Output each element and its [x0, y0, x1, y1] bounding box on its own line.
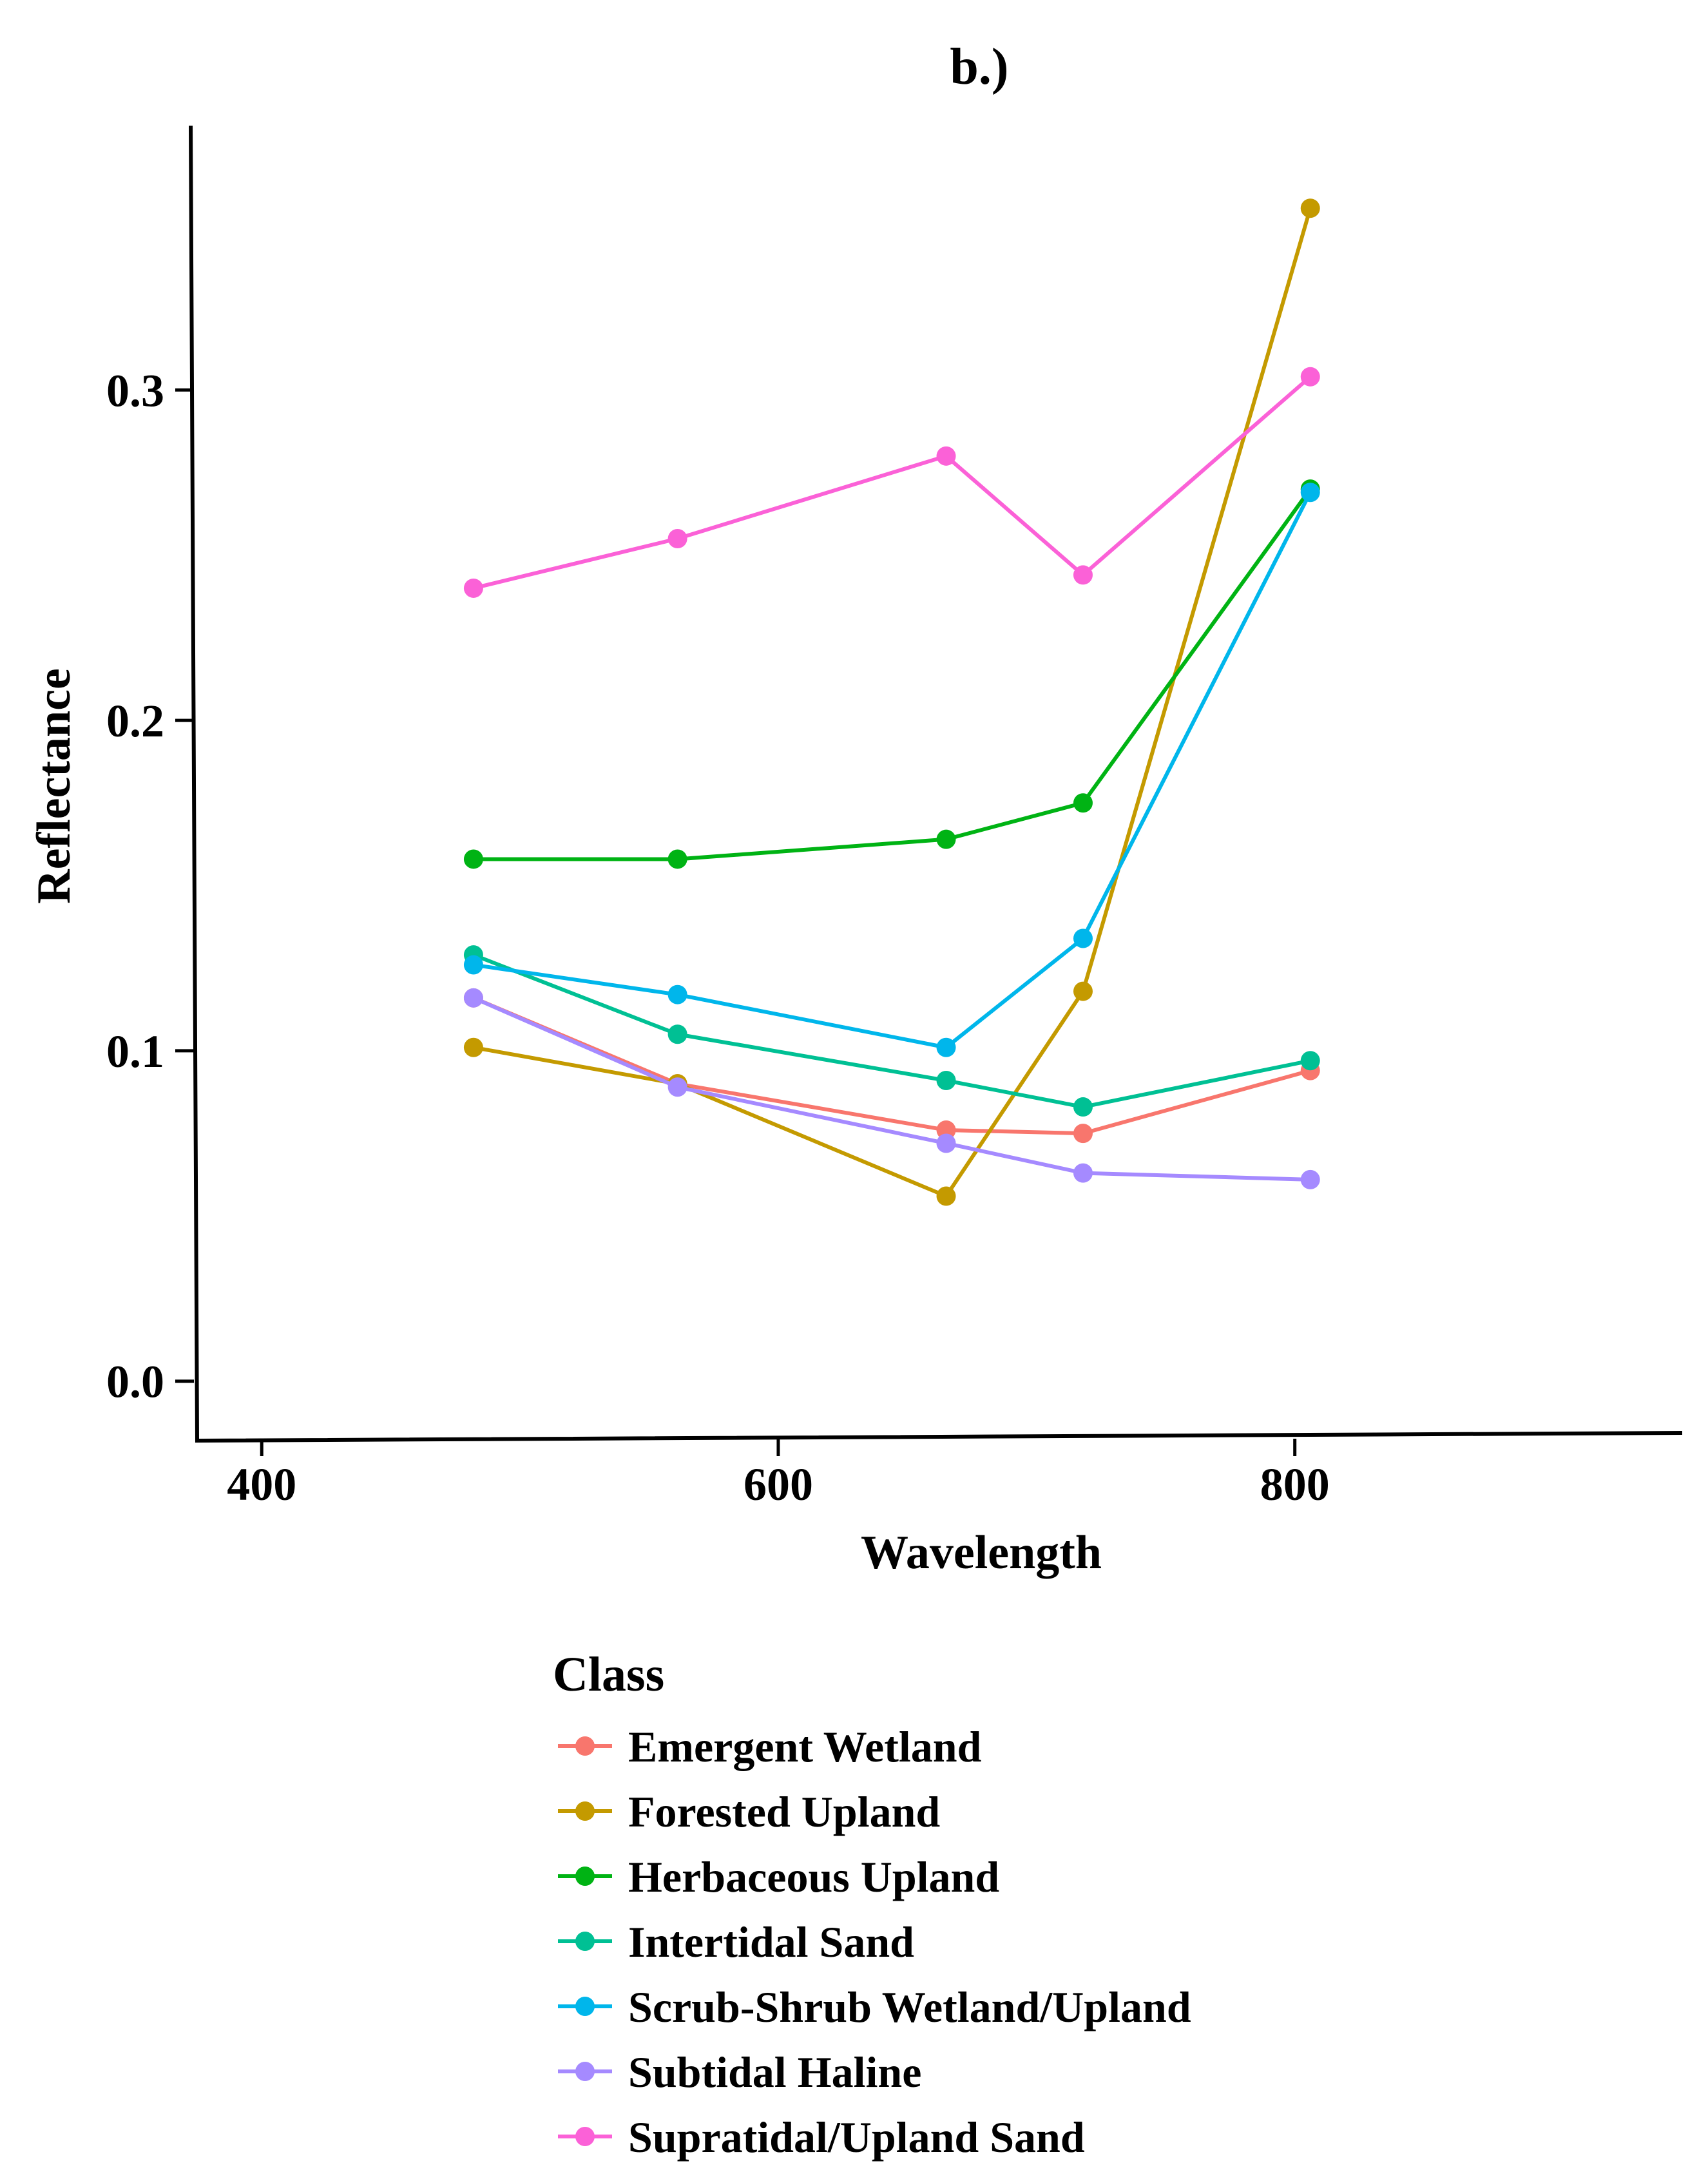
- legend-marker: [575, 1801, 595, 1821]
- series-intertidal-sand: [463, 945, 1320, 1117]
- legend-item: Emergent Wetland: [558, 1722, 982, 1771]
- data-point: [936, 1133, 956, 1153]
- legend-item: Intertidal Sand: [558, 1917, 914, 1966]
- series-line-emergent-wetland: [472, 996, 1311, 1136]
- legend-item: Supratidal/Upland Sand: [558, 2113, 1085, 2162]
- series-line-intertidal-sand: [472, 953, 1311, 1109]
- data-point: [1073, 1097, 1093, 1117]
- data-point: [1300, 198, 1320, 218]
- data-point: [936, 1071, 956, 1091]
- data-point: [1300, 1051, 1320, 1071]
- data-point: [463, 1037, 483, 1057]
- data-point: [1073, 928, 1093, 948]
- y-ticks: 0.0 0.1 0.2 0.3: [106, 365, 194, 1408]
- series-subtidal-haline: [463, 988, 1320, 1189]
- y-tick-label: 0.1: [106, 1026, 164, 1077]
- series-line-scrub-shrub-wetland-upland: [473, 491, 1312, 1050]
- series-line-subtidal-haline: [472, 996, 1310, 1182]
- data-point: [667, 849, 687, 869]
- legend-marker: [575, 2127, 595, 2146]
- data-point: [667, 529, 687, 549]
- legend-items: Emergent Wetland Forested Upland Herbaceou…: [558, 1722, 1191, 2162]
- legend-label: Herbaceous Upland: [628, 1852, 999, 1901]
- legend-item: Subtidal Haline: [558, 2048, 921, 2097]
- data-point: [1073, 793, 1093, 813]
- y-axis-label: Reflectance: [28, 668, 81, 904]
- series-line-supratidal-upland-sand: [473, 375, 1312, 590]
- legend-label: Intertidal Sand: [628, 1917, 914, 1966]
- legend-marker: [575, 1867, 595, 1886]
- data-point: [667, 984, 687, 1004]
- series-scrub-shrub-wetland-upland: [463, 483, 1320, 1057]
- legend-label: Emergent Wetland: [628, 1722, 982, 1771]
- axis-lines: [189, 125, 1683, 1443]
- legend-title: Class: [553, 1647, 664, 1702]
- x-ticks: 400 600 800: [227, 1439, 1330, 1510]
- series-herbaceous-upland: [463, 479, 1320, 869]
- data-point: [936, 1120, 956, 1140]
- legend-label: Forested Upland: [628, 1787, 940, 1836]
- legend-label: Scrub-Shrub Wetland/Upland: [628, 1982, 1191, 2031]
- data-point: [936, 1037, 956, 1057]
- legend-marker: [575, 2062, 595, 2081]
- x-axis-label: Wavelength: [861, 1526, 1102, 1579]
- data-point: [936, 446, 956, 466]
- axes: [189, 125, 1683, 1443]
- data-point: [936, 829, 956, 849]
- data-point: [463, 955, 483, 975]
- x-tick-label: 400: [227, 1459, 296, 1510]
- data-point: [667, 1024, 687, 1044]
- y-tick-label: 0.2: [106, 695, 164, 747]
- data-point: [1073, 1124, 1093, 1144]
- y-tick-label: 0.0: [106, 1356, 164, 1408]
- legend-item: Forested Upland: [558, 1787, 940, 1836]
- data-point: [936, 1186, 956, 1206]
- legend-marker: [575, 1736, 595, 1756]
- x-tick-label: 600: [744, 1459, 813, 1510]
- data-point: [1300, 1169, 1320, 1189]
- data-point: [1073, 565, 1093, 585]
- legend-marker: [575, 1997, 595, 2016]
- series-supratidal-upland-sand: [463, 367, 1320, 598]
- data-point: [1073, 981, 1093, 1001]
- data-point: [667, 1077, 687, 1097]
- legend-label: Supratidal/Upland Sand: [628, 2113, 1085, 2162]
- series-forested-upland: [463, 198, 1320, 1206]
- series-emergent-wetland: [463, 988, 1320, 1144]
- data-point: [463, 578, 483, 598]
- legend-marker: [575, 1932, 595, 1951]
- series-group: [463, 198, 1320, 1206]
- legend-item: Herbaceous Upland: [558, 1852, 999, 1901]
- data-point: [463, 849, 483, 869]
- x-tick-label: 800: [1260, 1459, 1330, 1510]
- legend-label: Subtidal Haline: [628, 2048, 921, 2097]
- y-tick-label: 0.3: [106, 365, 164, 416]
- chart-title: b.): [950, 39, 1008, 95]
- legend-item: Scrub-Shrub Wetland/Upland: [558, 1982, 1191, 2031]
- series-line-forested-upland: [473, 207, 1312, 1198]
- data-point: [463, 988, 483, 1008]
- series-line-herbaceous-upland: [473, 488, 1312, 861]
- data-point: [1073, 1163, 1093, 1183]
- legend: Class Emergent Wetland Forested Upland Her…: [553, 1647, 1191, 2162]
- data-point: [1300, 367, 1320, 387]
- data-point: [1300, 483, 1320, 503]
